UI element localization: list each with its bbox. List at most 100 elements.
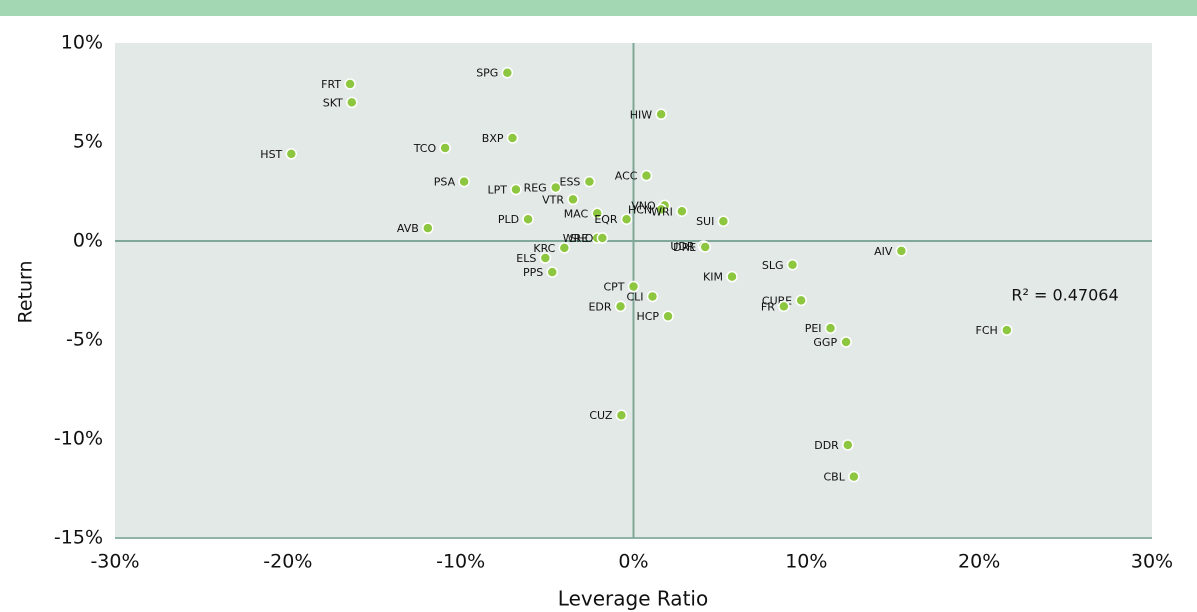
point: [726, 270, 738, 283]
point: [549, 181, 562, 194]
point-label: VTR: [542, 193, 564, 206]
point: [895, 245, 908, 257]
point: [676, 205, 688, 218]
point-label: DRE: [673, 241, 696, 254]
point-label: PEI: [805, 322, 822, 335]
point-label: LPT: [487, 184, 507, 197]
y-tick-label: -5%: [66, 329, 103, 351]
point: [615, 409, 628, 421]
point: [662, 310, 674, 322]
top-band: [0, 0, 1197, 16]
point-label: CUZ: [589, 409, 613, 422]
y-tick-label: -15%: [54, 527, 103, 549]
point: [422, 222, 434, 234]
point-label: PPS: [523, 266, 543, 279]
point: [655, 108, 667, 121]
y-tick-label: 0%: [73, 230, 103, 252]
y-tick-label: -10%: [54, 428, 103, 450]
point: [344, 78, 356, 90]
point-label: GGP: [813, 336, 837, 349]
x-tick-label: 20%: [958, 551, 1000, 573]
x-axis-title: Leverage Ratio: [558, 587, 708, 611]
point: [439, 142, 451, 154]
point: [627, 280, 640, 293]
x-tick-label: 10%: [785, 551, 827, 573]
point-label: DDR: [814, 439, 839, 452]
point: [522, 213, 534, 225]
point: [596, 232, 609, 244]
x-tick-label: -20%: [263, 551, 312, 573]
point-label: CPT: [603, 281, 624, 294]
point: [848, 470, 860, 483]
point: [501, 66, 514, 79]
point-label: SUI: [696, 215, 714, 228]
point-label: AIV: [874, 245, 893, 258]
point: [285, 148, 298, 160]
point: [458, 175, 470, 188]
point-label: HCN: [628, 203, 652, 216]
point: [510, 183, 522, 196]
point: [717, 215, 730, 227]
x-tick-label: 30%: [1131, 551, 1173, 573]
point: [795, 294, 807, 307]
point-label: ELS: [516, 252, 536, 265]
point-label: FRT: [321, 78, 341, 91]
point: [539, 252, 552, 264]
point: [614, 300, 627, 313]
point-label: SLG: [762, 259, 784, 272]
point-label: SHO: [569, 232, 593, 245]
point-label: TCO: [413, 142, 437, 155]
y-axis-title: Return: [15, 260, 37, 323]
point: [786, 259, 799, 271]
plot: FRT SKT SPG HIW HST TCO BXP ACC PSA LPT REG ESS VTR V…: [115, 43, 1152, 538]
point: [591, 207, 603, 220]
point-label: CBL: [824, 471, 846, 484]
point-label: VNO: [631, 199, 656, 212]
y-tick-label: 10%: [61, 32, 103, 54]
point-label: REG: [524, 182, 547, 195]
point-label: MAC: [564, 207, 589, 220]
point: [842, 439, 854, 451]
point-label: KRC: [533, 242, 555, 255]
point: [346, 96, 358, 109]
point-label: EQR: [594, 213, 618, 226]
point: [646, 290, 659, 303]
point: [640, 169, 653, 182]
point-label: WRE: [563, 232, 589, 245]
point: [558, 242, 571, 254]
point: [699, 241, 711, 253]
point: [824, 322, 837, 334]
point: [506, 132, 519, 144]
point: [778, 300, 790, 313]
point-label: HIW: [630, 108, 653, 121]
point-label: ESS: [560, 176, 581, 189]
point: [546, 266, 559, 278]
point-label: SPG: [476, 67, 498, 80]
point-label: FR: [761, 300, 775, 313]
point-label: HCP: [636, 310, 659, 323]
point-label: UDR: [670, 240, 695, 253]
point-label: EDR: [588, 300, 611, 313]
point: [840, 336, 852, 348]
point-label: PSA: [434, 176, 456, 189]
point: [583, 175, 596, 188]
x-tick-label: 0%: [618, 551, 648, 573]
y-tick-label: 5%: [73, 131, 103, 153]
point: [567, 193, 579, 206]
point-label: BXP: [482, 132, 504, 145]
point-label: WRI: [651, 205, 673, 218]
point-label: ACC: [615, 170, 638, 183]
point-label: PLD: [498, 213, 519, 226]
point-label: CLI: [626, 290, 643, 303]
point-label: FCH: [976, 324, 998, 337]
x-tick-label: -30%: [90, 551, 139, 573]
point: [620, 213, 633, 225]
point-label: HST: [260, 148, 282, 161]
point: [655, 203, 667, 216]
point: [1001, 324, 1013, 336]
x-tick-label: -10%: [436, 551, 485, 573]
point-label: SKT: [323, 96, 343, 109]
annotation: R² = 0.47064: [1011, 286, 1118, 305]
point-label: KIM: [703, 271, 723, 284]
